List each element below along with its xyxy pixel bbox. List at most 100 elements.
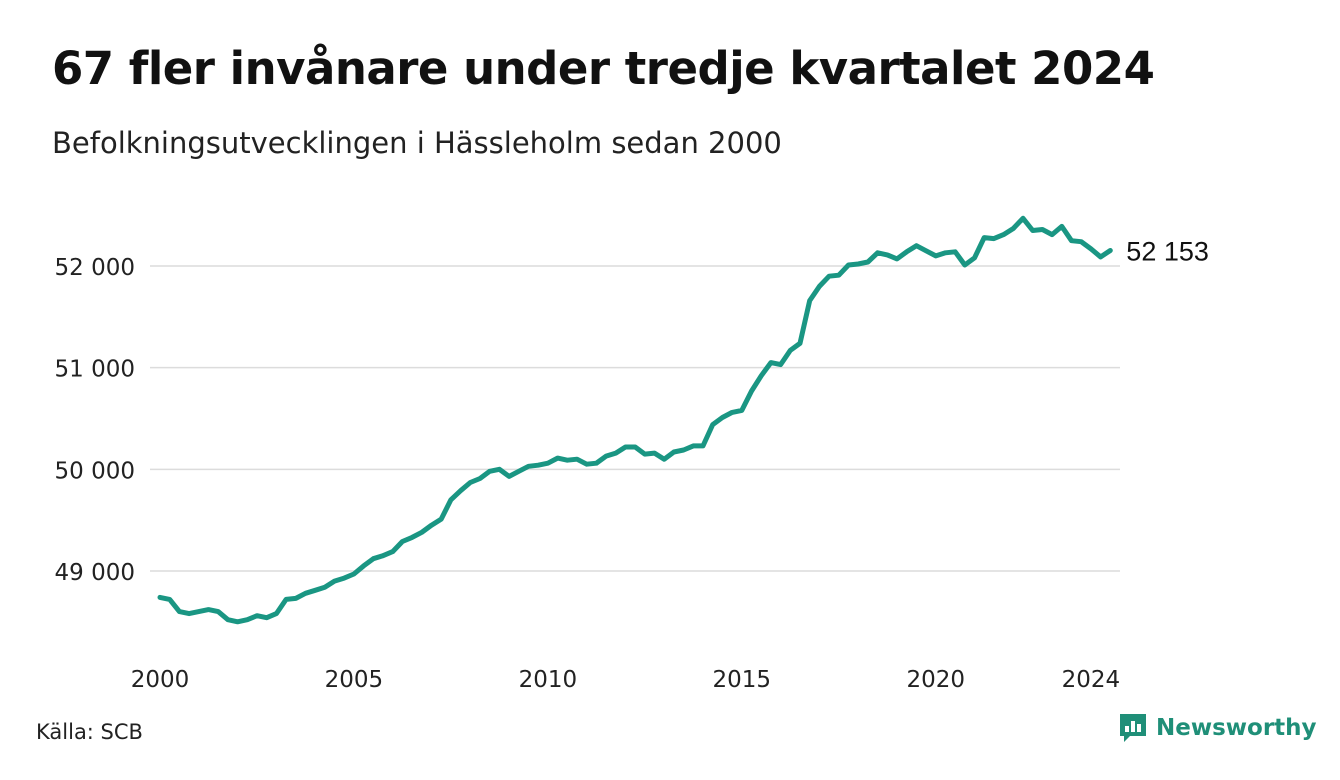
x-tick-label: 2010 xyxy=(519,667,578,693)
x-tick-label: 2005 xyxy=(325,667,384,693)
data-point xyxy=(1021,216,1025,220)
data-point xyxy=(982,236,986,240)
source-label: Källa: SCB xyxy=(36,720,143,744)
data-point xyxy=(643,452,647,456)
data-point xyxy=(1108,249,1112,253)
data-point xyxy=(546,461,550,465)
data-point xyxy=(973,256,977,260)
data-point xyxy=(177,610,181,614)
data-point xyxy=(885,253,889,257)
data-point xyxy=(536,463,540,467)
data-point xyxy=(556,456,560,460)
data-point xyxy=(168,597,172,601)
data-point xyxy=(914,244,918,248)
data-point xyxy=(943,251,947,255)
data-point xyxy=(691,444,695,448)
data-point xyxy=(992,237,996,241)
data-point xyxy=(526,464,530,468)
data-point xyxy=(158,595,162,599)
data-point xyxy=(1040,227,1044,231)
data-point xyxy=(391,550,395,554)
data-point xyxy=(488,469,492,473)
data-point xyxy=(497,467,501,471)
data-point xyxy=(827,274,831,278)
brand-name: Newsworthy xyxy=(1156,715,1317,741)
chart-title: 67 fler invånare under tredje kvartalet … xyxy=(52,42,1155,95)
y-axis-tick-labels: 49 000 50 000 51 000 52 000 xyxy=(55,255,135,586)
data-point xyxy=(420,530,424,534)
data-point xyxy=(1031,228,1035,232)
y-tick-label: 49 000 xyxy=(55,560,135,586)
data-point xyxy=(449,498,453,502)
data-point xyxy=(1099,255,1103,259)
line-chart: 49 000 50 000 51 000 52 000 2000 2005 2010 201… xyxy=(55,215,1209,693)
newsworthy-logo-icon xyxy=(1120,714,1146,742)
data-point xyxy=(866,260,870,264)
data-point xyxy=(274,612,278,616)
data-point xyxy=(313,588,317,592)
population-series-line xyxy=(157,215,1113,625)
y-tick-label: 51 000 xyxy=(55,357,135,383)
data-point xyxy=(323,585,327,589)
data-point xyxy=(1070,239,1074,243)
data-point xyxy=(352,572,356,576)
data-point xyxy=(720,415,724,419)
data-point xyxy=(1002,233,1006,237)
data-point xyxy=(197,610,201,614)
data-point xyxy=(507,474,511,478)
data-point xyxy=(1050,233,1054,237)
data-point xyxy=(701,444,705,448)
data-point xyxy=(876,251,880,255)
data-point xyxy=(934,254,938,258)
data-point xyxy=(236,620,240,624)
data-point xyxy=(808,299,812,303)
data-point xyxy=(759,374,763,378)
data-point xyxy=(672,450,676,454)
x-tick-label: 2000 xyxy=(131,667,190,693)
data-point xyxy=(333,579,337,583)
data-point xyxy=(216,610,220,614)
data-point xyxy=(187,612,191,616)
data-point xyxy=(798,341,802,345)
data-point xyxy=(963,263,967,267)
data-point xyxy=(614,451,618,455)
x-tick-label: 2024 xyxy=(1062,667,1121,693)
data-point xyxy=(517,469,521,473)
data-point xyxy=(585,462,589,466)
data-point xyxy=(662,457,666,461)
data-point xyxy=(284,597,288,601)
data-point xyxy=(1079,240,1083,244)
data-point xyxy=(206,608,210,612)
data-point xyxy=(362,564,366,568)
data-point xyxy=(837,273,841,277)
data-point xyxy=(400,539,404,543)
data-point xyxy=(575,457,579,461)
data-point xyxy=(633,445,637,449)
data-point xyxy=(371,557,375,561)
data-point xyxy=(779,363,783,367)
data-point xyxy=(265,616,269,620)
chart-subtitle: Befolkningsutvecklingen i Hässleholm sed… xyxy=(52,126,782,160)
data-point xyxy=(342,576,346,580)
data-point xyxy=(1089,247,1093,251)
data-point xyxy=(255,614,259,618)
data-point xyxy=(924,249,928,253)
data-point xyxy=(594,461,598,465)
data-point xyxy=(653,451,657,455)
x-tick-label: 2015 xyxy=(713,667,772,693)
data-point xyxy=(468,481,472,485)
data-point xyxy=(817,284,821,288)
data-point xyxy=(730,410,734,414)
data-point xyxy=(226,618,230,622)
data-point xyxy=(381,554,385,558)
data-point xyxy=(1060,224,1064,228)
y-tick-label: 52 000 xyxy=(55,255,135,281)
data-point xyxy=(769,361,773,365)
data-point xyxy=(303,591,307,595)
data-point xyxy=(856,262,860,266)
data-point xyxy=(846,263,850,267)
data-point xyxy=(459,489,463,493)
data-point xyxy=(788,348,792,352)
data-point xyxy=(623,445,627,449)
data-point xyxy=(1011,226,1015,230)
